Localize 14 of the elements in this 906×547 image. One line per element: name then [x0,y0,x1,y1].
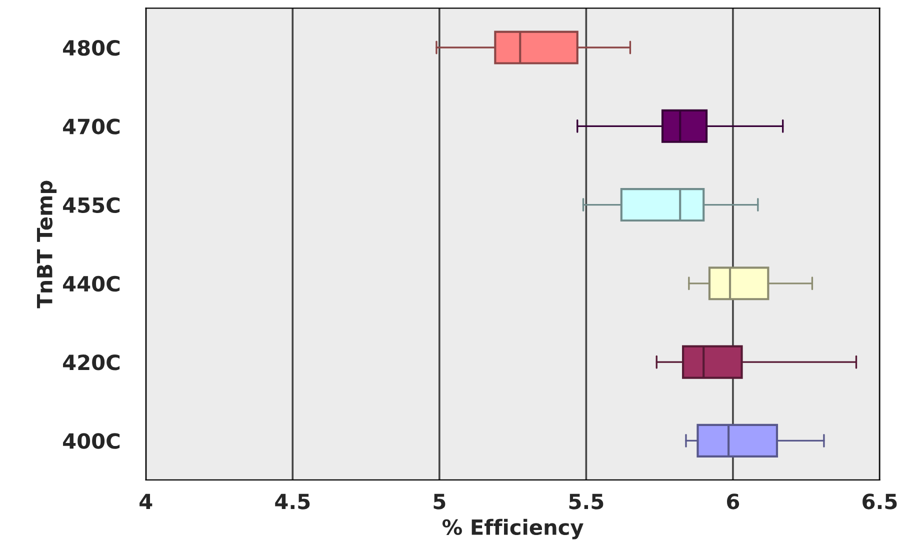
y-axis-title: TnBT Temp [37,180,57,308]
x-tick-label: 5.5 [569,494,604,510]
x-tick-label: 5 [434,494,446,510]
x-tick-label: 4.5 [275,494,310,510]
y-tick-label: 470C [63,118,120,134]
x-axis-title: % Efficiency [442,518,584,540]
x-tick-label: 6.5 [862,494,897,510]
y-tick-label: 455C [63,197,120,213]
x-tick-label: 6 [727,494,740,510]
y-tick-label: 400C [63,433,120,449]
y-tick-label: 420C [63,354,120,370]
y-tick-label: 480C [63,40,120,56]
y-tick-label: 440C [63,276,120,292]
x-tick-label: 4 [140,494,152,510]
